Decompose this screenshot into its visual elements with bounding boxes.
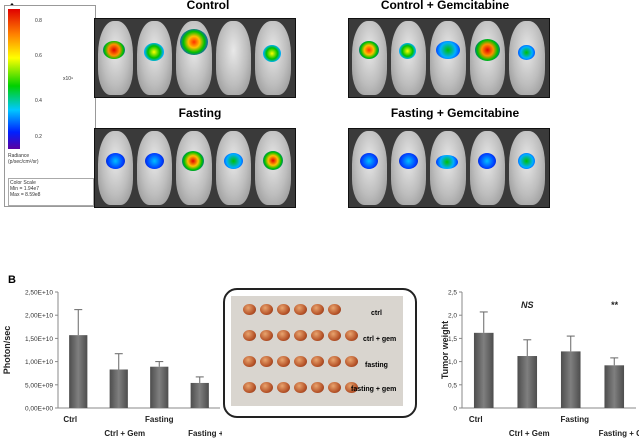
tumor-specimen — [294, 382, 307, 393]
y-tick-label: 0,5 — [448, 382, 457, 389]
mice-image-control — [94, 18, 296, 98]
tumor-specimen — [311, 304, 324, 315]
tumor-specimen — [328, 304, 341, 315]
radiance-label: Radiance — [8, 153, 30, 159]
tumor-specimen — [277, 330, 290, 341]
bar — [604, 365, 625, 408]
tumor-specimen — [243, 382, 256, 393]
y-tick-label: 1,5 — [448, 336, 457, 343]
tumor-weight-bar-chart: 0 0,5 1,0 1,5 2,0 2,5 Tumor weight Ctrl Ctrl + G… — [440, 290, 639, 439]
group-title-control-gem: Control + Gemcitabine — [380, 0, 510, 12]
tumor-specimen — [277, 382, 290, 393]
color-scale-tick: 0.6 — [35, 53, 42, 59]
group-title-control: Control — [186, 0, 230, 12]
significance-annotation: NS — [521, 300, 534, 310]
tumor-specimen — [260, 356, 273, 367]
color-scale-minmax: Color Scale Min = 1.94e7 Max = 8.59e8 — [8, 178, 94, 206]
tray-label-ctrl: ctrl — [371, 310, 382, 317]
y-tick-label: 1,0 — [448, 359, 457, 366]
color-scale-legend: 0.8 0.6 x10⁹ 0.4 0.2 Radiance (p/sec/cm²… — [4, 5, 96, 207]
color-scale-tick: 0.4 — [35, 98, 42, 104]
y-tick-label: 1,00E+10 — [25, 359, 53, 366]
tumor-specimen — [345, 330, 358, 341]
photon-bar-chart: 0,00E+00 5,00E+09 1,00E+10 1,50E+10 2,00E+10… — [2, 290, 222, 439]
y-tick-label: 2,0 — [448, 313, 457, 320]
tumor-specimen — [311, 330, 324, 341]
x-tick-label: Ctrl + Gem — [509, 429, 550, 438]
tumor-specimen — [277, 356, 290, 367]
tumor-specimen — [243, 356, 256, 367]
tumor-specimen — [328, 356, 341, 367]
color-scale-tick: 0.8 — [35, 18, 42, 24]
x-tick-label: Ctrl + Gem — [104, 429, 145, 438]
mice-image-fasting-gem — [348, 128, 550, 208]
bar — [473, 332, 494, 408]
bar — [150, 366, 169, 408]
tray-label-fasting: fasting — [365, 362, 388, 369]
mice-image-fasting — [94, 128, 296, 208]
tray-label-ctrl-gem: ctrl + gem — [363, 336, 397, 343]
color-scale-tick: 0.2 — [35, 134, 42, 140]
radiance-units: (p/sec/cm²/sr) — [8, 159, 39, 165]
tumor-specimen — [243, 304, 256, 315]
color-scale-title: Color Scale — [10, 180, 36, 186]
y-tick-label: 5,00E+09 — [25, 382, 53, 389]
tumor-tray — [231, 296, 403, 406]
tumor-specimen — [260, 382, 273, 393]
tumor-specimen — [328, 382, 341, 393]
tumor-specimen — [243, 330, 256, 341]
tumor-photo: ctrl ctrl + gem fasting fasting + gem — [223, 288, 417, 418]
bar — [109, 369, 128, 408]
significance-annotation: ** — [611, 300, 619, 310]
panel-b-letter: B — [8, 274, 16, 286]
y-axis-label: Tumor weight — [440, 321, 450, 379]
x-tick-label: Fasting + Gem — [599, 429, 639, 438]
tumor-specimen — [260, 304, 273, 315]
y-tick-label: 2,5 — [448, 290, 457, 297]
tumor-specimen — [260, 330, 273, 341]
bar — [69, 335, 88, 408]
tumor-specimen — [294, 356, 307, 367]
x-tick-label: Fasting — [145, 415, 174, 424]
tumor-specimen — [294, 304, 307, 315]
mice-image-control-gem — [348, 18, 550, 98]
y-tick-label: 0,00E+00 — [25, 406, 53, 413]
tumor-specimen — [345, 382, 358, 393]
y-tick-label: 2,00E+10 — [25, 313, 53, 320]
x-tick-label: Fasting — [561, 415, 590, 424]
color-scale-exponent: x10⁹ — [63, 76, 74, 82]
x-tick-label: Ctrl — [469, 415, 483, 424]
x-tick-label: Ctrl — [63, 415, 77, 424]
tumor-specimen — [311, 382, 324, 393]
group-title-fasting: Fasting — [178, 106, 222, 120]
color-scale-gradient — [8, 9, 20, 149]
color-scale-max: Max = 8.59e8 — [10, 192, 41, 198]
tumor-specimen — [277, 304, 290, 315]
tray-label-fasting-gem: fasting + gem — [351, 386, 397, 393]
tumor-specimen — [345, 356, 358, 367]
bar — [517, 356, 538, 408]
y-tick-label: 0 — [453, 406, 457, 413]
bar — [560, 351, 581, 408]
bar — [190, 382, 209, 408]
color-scale-min: Min = 1.94e7 — [10, 186, 40, 192]
tumor-specimen — [294, 330, 307, 341]
group-title-fasting-gem: Fasting + Gemcitabine — [390, 106, 520, 120]
tumor-specimen — [311, 356, 324, 367]
y-tick-label: 2,50E+10 — [25, 290, 53, 297]
tumor-specimen — [328, 330, 341, 341]
y-tick-label: 1,50E+10 — [25, 336, 53, 343]
y-axis-label: Photon/sec — [2, 326, 12, 375]
x-tick-label: Fasting + Gem — [188, 429, 222, 438]
